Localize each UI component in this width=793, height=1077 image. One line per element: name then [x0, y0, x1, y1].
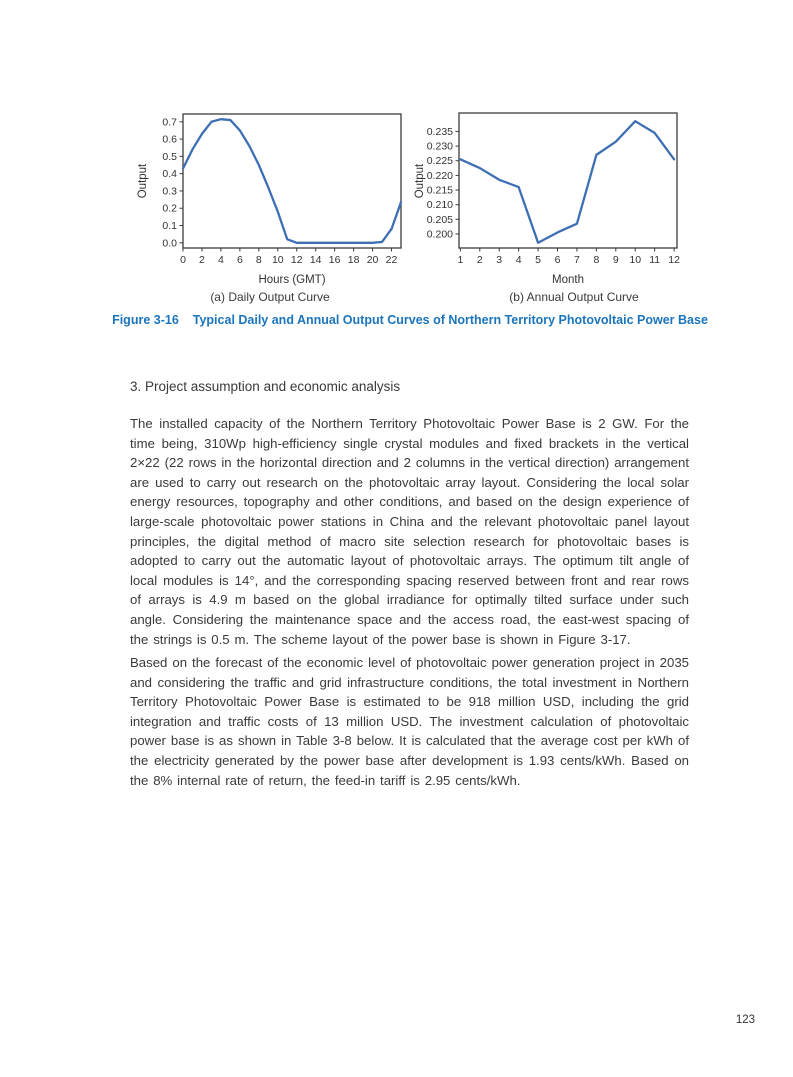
svg-text:6: 6	[237, 254, 243, 266]
svg-text:3: 3	[496, 254, 502, 266]
svg-text:10: 10	[629, 254, 641, 266]
daily-x-axis-label: Hours (GMT)	[258, 274, 326, 286]
svg-text:12: 12	[291, 254, 303, 266]
svg-text:8: 8	[256, 254, 262, 266]
daily-output-chart: 0.0 0.1 0.2 0.3 0.4 0.5 0.6 0.7 0 2 4 6 8 10 12 14 16 18 2…	[130, 104, 410, 309]
svg-text:0.230: 0.230	[427, 141, 453, 153]
svg-text:6: 6	[555, 254, 561, 266]
paragraph-investment: Based on the forecast of the economic le…	[130, 655, 689, 788]
svg-text:16: 16	[329, 254, 341, 266]
svg-text:10: 10	[272, 254, 284, 266]
subcaption-a: (a) Daily Output Curve	[210, 290, 330, 304]
annual-output-plot: 0.200 0.205 0.210 0.215 0.220 0.225 0.230 0.235…	[427, 112, 680, 266]
svg-text:0.3: 0.3	[162, 185, 177, 197]
subcaption-b: (b) Annual Output Curve	[509, 290, 639, 304]
annual-y-axis-label: Output	[414, 163, 426, 199]
svg-text:12: 12	[668, 254, 680, 266]
svg-text:0.200: 0.200	[427, 228, 453, 240]
daily-output-plot: 0.0 0.1 0.2 0.3 0.4 0.5 0.6 0.7 0 2 4 6 8 10 12 14 16 18 2…	[162, 113, 403, 266]
svg-text:9: 9	[613, 254, 619, 266]
svg-text:0.4: 0.4	[162, 168, 177, 180]
annual-x-axis-label: Month	[552, 274, 584, 286]
svg-text:14: 14	[310, 254, 322, 266]
section-heading: 3. Project assumption and economic analy…	[130, 379, 401, 394]
svg-text:20: 20	[367, 254, 379, 266]
svg-text:2: 2	[199, 254, 205, 266]
svg-text:0.215: 0.215	[427, 185, 453, 197]
svg-text:18: 18	[348, 254, 360, 266]
figure-title: Typical Daily and Annual Output Curves o…	[192, 313, 708, 327]
svg-text:0.210: 0.210	[427, 199, 453, 211]
svg-text:0.1: 0.1	[162, 220, 177, 232]
svg-text:0.5: 0.5	[162, 151, 177, 163]
svg-text:0: 0	[180, 254, 186, 266]
page-number: 123	[735, 1014, 755, 1026]
svg-text:5: 5	[535, 254, 541, 266]
svg-text:7: 7	[574, 254, 580, 266]
figure-label: Figure 3-16	[112, 313, 179, 327]
svg-text:8: 8	[593, 254, 599, 266]
svg-text:0.6: 0.6	[162, 134, 177, 146]
paragraph-project-assumption: The installed capacity of the Northern T…	[130, 416, 689, 647]
svg-text:0.235: 0.235	[427, 126, 453, 138]
svg-text:22: 22	[386, 254, 398, 266]
svg-text:0.225: 0.225	[427, 155, 453, 167]
svg-text:0.220: 0.220	[427, 170, 453, 182]
svg-text:0.2: 0.2	[162, 203, 177, 215]
svg-text:0.0: 0.0	[162, 237, 177, 249]
svg-text:4: 4	[516, 254, 522, 266]
daily-y-axis-label: Output	[137, 163, 149, 199]
figure-caption: Figure 3-16 Typical Daily and Annual Outp…	[100, 313, 720, 327]
svg-text:0.7: 0.7	[162, 116, 177, 128]
svg-text:0.205: 0.205	[427, 214, 453, 226]
svg-text:2: 2	[477, 254, 483, 266]
svg-text:1: 1	[457, 254, 463, 266]
svg-text:11: 11	[649, 254, 660, 266]
annual-output-chart: 0.200 0.205 0.210 0.215 0.220 0.225 0.230 0.235…	[413, 104, 693, 309]
svg-text:4: 4	[218, 254, 224, 266]
